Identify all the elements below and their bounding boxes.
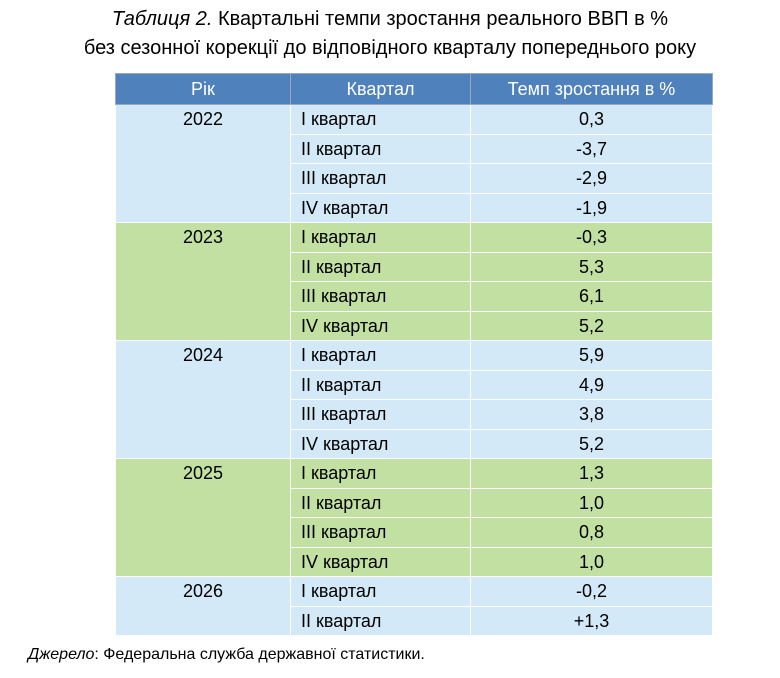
growth-value-cell: -0,3 [470, 222, 713, 253]
table-row: ІІІ квартал -2,9 [116, 163, 713, 194]
table-row: 2023 І квартал -0,3 [115, 222, 713, 341]
source-note: Джерело: Федеральна служба державної ста… [28, 645, 425, 665]
growth-value-cell: 5,2 [470, 310, 713, 341]
table-header-row: Рік Квартал Темп зростання в % [115, 73, 713, 105]
growth-value-cell: 5,3 [470, 251, 713, 282]
quarter-cell: І квартал [290, 458, 471, 489]
growth-value-cell: 3,8 [470, 399, 713, 430]
table-row: IV квартал 5,2 [116, 310, 713, 341]
quarter-cell: І квартал [290, 222, 471, 253]
quarter-cell: І квартал [290, 576, 471, 607]
quarter-cell: ІІ квартал [290, 487, 471, 518]
header-growth-rate: Темп зростання в % [470, 73, 713, 105]
table-row: ІІІ квартал 0,8 [116, 517, 713, 548]
year-cell: 2022 [115, 104, 291, 223]
source-text: : Федеральна служба державної статистики… [94, 646, 425, 663]
quarter-cell: ІІІ квартал [290, 399, 471, 430]
table-row: ІІ квартал +1,3 [116, 605, 713, 636]
table-row: ІІІ квартал 3,8 [116, 399, 713, 430]
growth-value-cell: 1,0 [470, 487, 713, 518]
growth-value-cell: 5,9 [470, 340, 713, 371]
table-row: ІІ квартал 5,3 [116, 251, 713, 282]
growth-value-cell: -2,9 [470, 163, 713, 194]
quarter-cell: ІІІ квартал [290, 163, 471, 194]
growth-value-cell: 6,1 [470, 281, 713, 312]
growth-value-cell: -1,9 [470, 192, 713, 223]
quarter-cell: IV квартал [290, 546, 471, 577]
header-year: Рік [115, 73, 291, 105]
quarter-cell: IV квартал [290, 428, 471, 459]
table-row: ІІ квартал 4,9 [116, 369, 713, 400]
table-row: ІІІ квартал 6,1 [116, 281, 713, 312]
year-cell: 2023 [115, 222, 291, 341]
growth-value-cell: +1,3 [470, 605, 713, 636]
caption-number: Таблиця 2. [111, 8, 213, 30]
table-row: IV квартал 1,0 [116, 546, 713, 577]
caption-line-2: без сезонної корекції до відповідного кв… [83, 37, 697, 59]
quarter-cell: ІІІ квартал [290, 281, 471, 312]
caption-line-1: Таблиця 2. Квартальні темпи зростання ре… [0, 5, 780, 34]
table-row: ІІ квартал 1,0 [116, 487, 713, 518]
table-caption: Таблиця 2. Квартальні темпи зростання ре… [0, 5, 780, 63]
table-row: 2025 І квартал 1,3 [115, 458, 713, 577]
header-quarter: Квартал [290, 73, 471, 105]
quarter-cell: ІІ квартал [290, 133, 471, 164]
table-body: 2022 І квартал 0,3 ІІ квартал -3,7 ІІІ кварта… [115, 104, 713, 636]
growth-value-cell: 1,0 [470, 546, 713, 577]
growth-value-cell: 1,3 [470, 458, 713, 489]
table-row: 2022 І квартал 0,3 [115, 104, 713, 223]
table-row: ІІ квартал -3,7 [116, 133, 713, 164]
caption-title: Квартальні темпи зростання реального ВВП… [217, 8, 669, 30]
source-label: Джерело [28, 646, 95, 663]
quarter-cell: І квартал [290, 104, 471, 135]
growth-value-cell: -3,7 [470, 133, 713, 164]
year-cell: 2024 [115, 340, 291, 459]
table-row: 2024 І квартал 5,9 [115, 340, 713, 459]
quarter-cell: ІІІ квартал [290, 517, 471, 548]
quarter-cell: IV квартал [290, 310, 471, 341]
growth-value-cell: 0,8 [470, 517, 713, 548]
growth-value-cell: 0,3 [470, 104, 713, 135]
quarter-cell: ІІ квартал [290, 605, 471, 636]
table-row: 2026 І квартал -0,2 [115, 576, 713, 636]
table-row: IV квартал -1,9 [116, 192, 713, 223]
year-cell: 2025 [115, 458, 291, 577]
growth-value-cell: 4,9 [470, 369, 713, 400]
quarter-cell: І квартал [290, 340, 471, 371]
year-cell: 2026 [115, 576, 291, 636]
quarter-cell: IV квартал [290, 192, 471, 223]
growth-value-cell: 5,2 [470, 428, 713, 459]
growth-value-cell: -0,2 [470, 576, 713, 607]
gdp-growth-table: Рік Квартал Темп зростання в % 2022 І ква… [115, 73, 713, 636]
quarter-cell: ІІ квартал [290, 369, 471, 400]
quarter-cell: ІІ квартал [290, 251, 471, 282]
